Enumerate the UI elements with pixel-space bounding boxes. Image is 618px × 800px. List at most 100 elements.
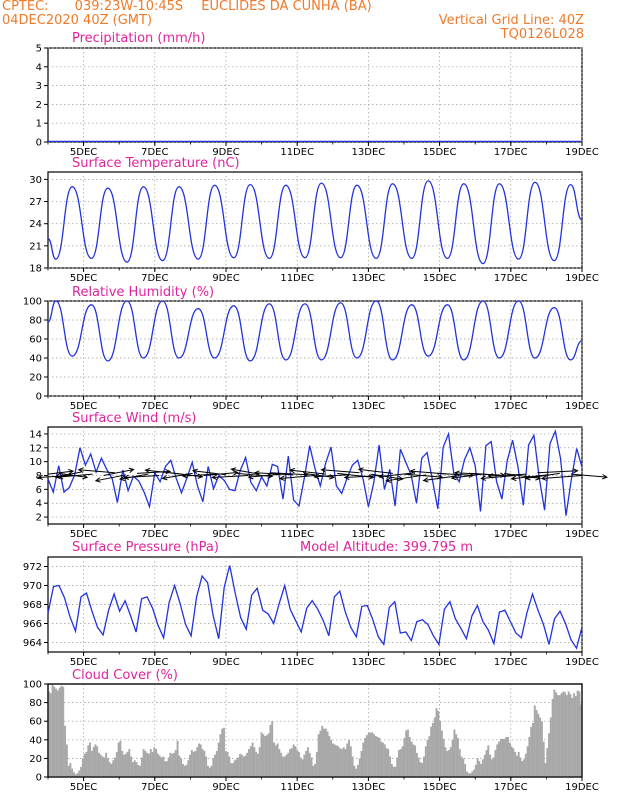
cloud-bar (335, 745, 338, 777)
cloud-bar (103, 757, 106, 777)
cloud-bar (144, 750, 147, 777)
x-tick-label: 5DEC (70, 273, 97, 284)
cloud-bar (94, 744, 97, 777)
cloud-bar (239, 753, 242, 777)
wind-arrow-head (453, 470, 460, 476)
wind-arrow (182, 473, 215, 477)
y-tick-label: 10 (29, 457, 42, 468)
cloud-bar (480, 763, 483, 777)
x-tick-label: 19DEC (565, 657, 599, 668)
cloud-bar (249, 746, 252, 777)
wind-arrow (103, 469, 134, 476)
y-tick-label: 18 (29, 264, 42, 275)
x-tick-label: 7DEC (141, 401, 168, 412)
cloud-bar (489, 754, 492, 777)
cloud-bar (214, 754, 217, 777)
cloud-bar (165, 761, 168, 777)
cloud-bar (269, 724, 272, 777)
cloud-bar (180, 758, 183, 777)
cloud-bar (171, 753, 174, 777)
cloud-bar (64, 725, 67, 777)
y-tick-label: 80 (29, 698, 42, 709)
cloud-bar (101, 756, 104, 777)
x-tick-label: 13DEC (352, 657, 386, 668)
cloud-bar (156, 753, 159, 777)
x-tick-label: 5DEC (70, 401, 97, 412)
cloud-bar (283, 756, 286, 777)
wind-arrow (314, 474, 349, 478)
panel-title: Relative Humidity (%) (72, 285, 214, 300)
wind-arrow-head (211, 474, 218, 480)
x-tick-label: 17DEC (494, 657, 528, 668)
y-tick-label: 6 (36, 485, 42, 496)
cloud-bar (183, 765, 186, 777)
wind-arrow-head (320, 467, 327, 473)
cloud-bar (260, 732, 263, 777)
wind-arrow-head (37, 474, 44, 480)
cloud-bar (517, 751, 520, 777)
cloud-bar (206, 765, 209, 777)
cloud-bar (428, 736, 431, 777)
cloud-bar (290, 748, 293, 777)
cloud-bar (430, 726, 433, 777)
cloud-bar (314, 763, 317, 777)
cloud-bar (278, 749, 281, 777)
cloud-bar (198, 743, 200, 777)
cloud-bar (240, 754, 243, 777)
cloud-bar (344, 749, 347, 777)
cloud-bar (560, 693, 563, 777)
cloud-bar (160, 757, 163, 777)
panel-title: Surface Temperature (nC) (72, 156, 240, 171)
cloud-bar (133, 760, 136, 777)
cloud-bar (573, 693, 576, 777)
wind-arrow-head (230, 467, 237, 473)
cloud-bar (185, 764, 188, 777)
cloud-bar (305, 750, 308, 777)
x-tick-label: 17DEC (494, 273, 528, 284)
cloud-bar (530, 726, 533, 777)
cloud-bar (89, 742, 92, 777)
panel-4: 2 4 6 8 10 12 14 5DEC 7DEC 9DEC 11DEC 13DEC 15DEC 17D… (29, 411, 609, 540)
wind-arrow-head (165, 468, 172, 475)
cloud-bar (351, 756, 354, 777)
cloud-bar (76, 773, 79, 777)
cloud-bar (273, 742, 275, 777)
cloud-bar (553, 689, 556, 777)
cloud-bar (80, 766, 83, 777)
cloud-bar (90, 750, 93, 777)
wind-arrow (410, 470, 449, 475)
cloud-bar (246, 752, 249, 777)
cloud-bar (106, 758, 109, 777)
cloud-bar (578, 691, 581, 777)
panel-5: 964 966 968 970 972 5DEC 7DEC 9DEC 11DEC 13DEC 15D… (23, 540, 599, 668)
cloud-bar (576, 690, 579, 777)
wind-arrow (47, 470, 74, 475)
wind-arrow (379, 472, 416, 478)
cloud-bar (542, 741, 545, 777)
cloud-bar (455, 734, 458, 777)
y-tick-label: 27 (29, 197, 42, 208)
cloud-bar (126, 751, 129, 777)
y-tick-label: 4 (36, 499, 42, 510)
cloud-bar (544, 763, 547, 777)
wind-arrow-head (123, 474, 130, 480)
cloud-bar (451, 739, 454, 777)
cloud-bar (376, 737, 379, 777)
cloud-bar (358, 758, 361, 777)
cloud-bar (217, 742, 220, 777)
cloud-bar (135, 762, 138, 777)
wind-arrow-head (94, 477, 101, 483)
wind-arrow-head (54, 473, 61, 479)
x-tick-label: 5DEC (70, 147, 97, 158)
wind-arrow (570, 473, 607, 478)
cloud-bar (199, 744, 202, 777)
wind-arrow (212, 475, 249, 478)
wind-arrow-head (572, 468, 579, 474)
panel-annotation: Model Altitude: 399.795 m (300, 540, 473, 555)
cloud-bar (349, 746, 352, 777)
cloud-bar (433, 717, 436, 777)
cloud-bar (412, 744, 415, 777)
cloud-bar (440, 730, 443, 777)
cloud-bar (85, 751, 88, 777)
cloud-bar (130, 756, 133, 777)
